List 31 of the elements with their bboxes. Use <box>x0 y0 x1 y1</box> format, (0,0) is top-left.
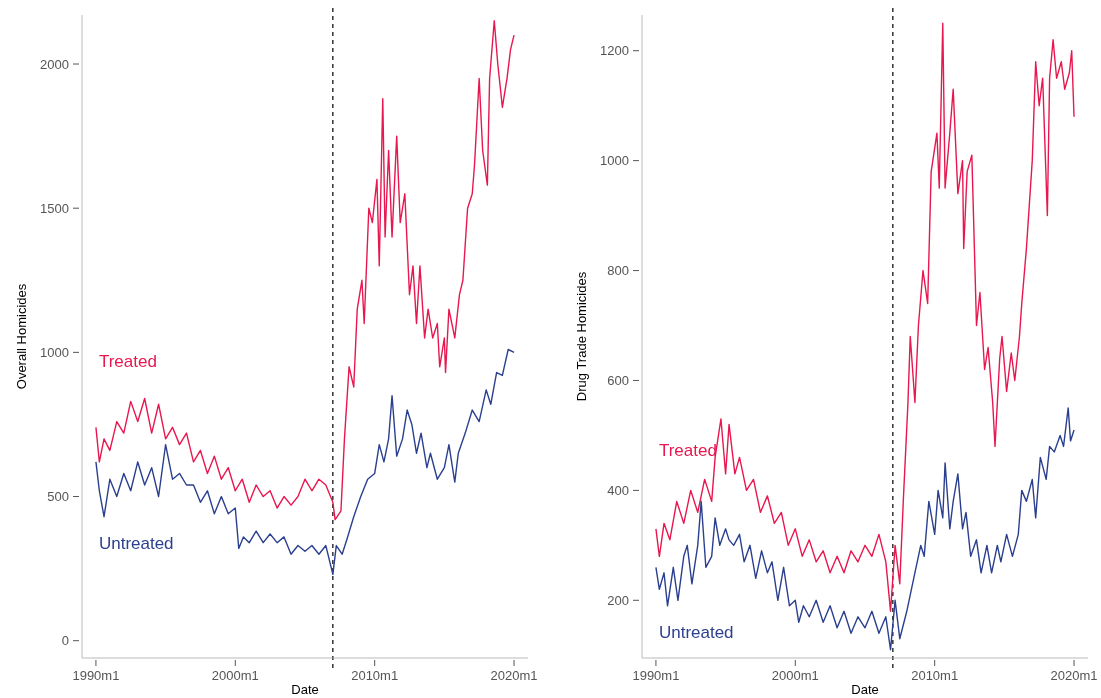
x-axis-title: Date <box>291 682 319 697</box>
y-axis-title: Drug Trade Homicides <box>574 271 589 402</box>
line-series <box>655 22 1075 612</box>
line-series <box>95 348 515 576</box>
y-axis-title: Overall Homicides <box>14 283 29 390</box>
y-tick-label: 800 <box>607 263 629 279</box>
series-label: Treated <box>658 441 717 461</box>
line-series <box>95 20 515 521</box>
x-tick-label: 2000m1 <box>771 668 819 683</box>
x-tick-label: 2000m1 <box>211 668 259 683</box>
series-label: Treated <box>98 352 157 372</box>
line-series <box>655 407 1075 651</box>
y-tick-label: 500 <box>47 489 69 505</box>
series-label: Untreated <box>98 533 174 553</box>
x-tick-label: 2020m1 <box>490 668 538 683</box>
y-tick-label: 2000 <box>40 56 69 72</box>
y-tick-label: 1500 <box>40 200 69 216</box>
x-tick-label: 2010m1 <box>911 668 959 683</box>
x-tick-label: 1990m1 <box>632 668 680 683</box>
y-tick-label: 1000 <box>600 153 629 169</box>
x-tick-label: 2010m1 <box>351 668 399 683</box>
y-tick-label: 1000 <box>40 344 69 360</box>
x-axis-title: Date <box>851 682 879 697</box>
series-label: Untreated <box>658 622 734 642</box>
y-tick-label: 600 <box>607 373 629 389</box>
y-tick-label: 0 <box>61 633 69 649</box>
x-tick-label: 1990m1 <box>72 668 120 683</box>
x-tick-label: 2020m1 <box>1050 668 1098 683</box>
y-tick-label: 1200 <box>600 43 629 59</box>
y-tick-label: 200 <box>607 592 629 608</box>
y-tick-label: 400 <box>607 482 629 498</box>
